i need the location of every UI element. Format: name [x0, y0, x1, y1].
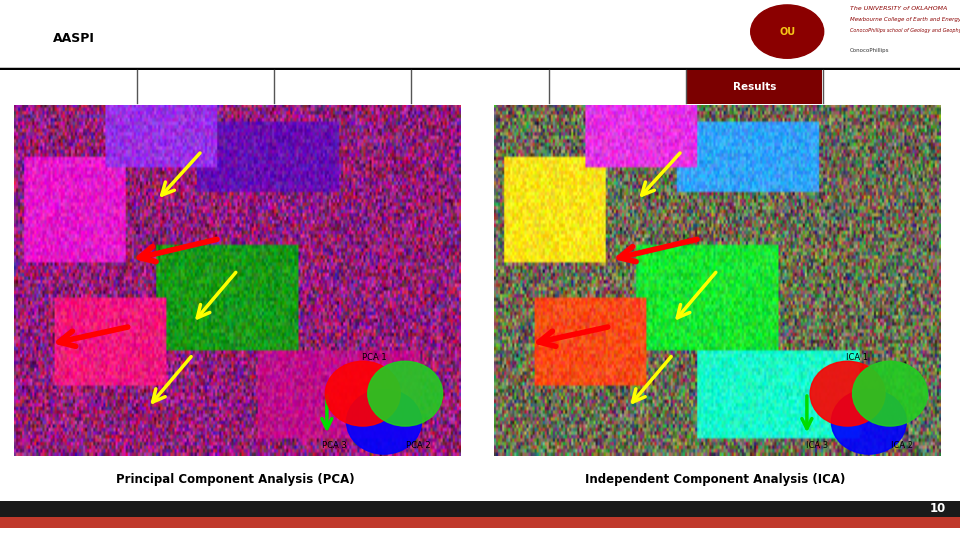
Text: PCA 3: PCA 3 [322, 441, 347, 450]
Text: PCA 1: PCA 1 [362, 353, 386, 362]
Text: ICA: ICA [197, 82, 214, 92]
Text: Mewbourne College of Earth and Energy: Mewbourne College of Earth and Energy [850, 17, 960, 22]
Text: ConocoPhillips: ConocoPhillips [850, 48, 889, 53]
Text: The UNIVERSITY of OKLAHOMA: The UNIVERSITY of OKLAHOMA [850, 6, 947, 11]
Text: ICA 2: ICA 2 [891, 441, 913, 450]
Text: Results: Results [732, 82, 776, 92]
Text: AASPI: AASPI [53, 32, 95, 45]
Text: ICA 1: ICA 1 [847, 353, 869, 362]
Circle shape [810, 361, 885, 426]
Text: Conclusions: Conclusions [860, 82, 923, 92]
Bar [0, 517, 960, 528]
Text: Independent Component Analysis (ICA): Independent Component Analysis (ICA) [585, 474, 846, 487]
Circle shape [368, 361, 443, 426]
Circle shape [852, 361, 927, 426]
FancyBboxPatch shape [686, 70, 822, 104]
Circle shape [751, 5, 824, 58]
Circle shape [325, 361, 400, 426]
Text: PCA 2: PCA 2 [406, 441, 431, 450]
Text: ICA vs. PCA: ICA vs. PCA [313, 82, 372, 92]
Text: Principal Component Analysis (PCA): Principal Component Analysis (PCA) [116, 474, 354, 487]
Text: 10: 10 [929, 502, 946, 515]
Text: ICA 3: ICA 3 [806, 441, 828, 450]
Text: 2136 ms: 2136 ms [19, 153, 70, 166]
Text: OU: OU [780, 26, 795, 37]
Text: ConocoPhillips school of Geology and Geophysics: ConocoPhillips school of Geology and Geo… [850, 28, 960, 33]
Text: Geology: Geology [595, 82, 638, 92]
Text: Workflow: Workflow [456, 82, 504, 92]
Bar [0, 501, 960, 517]
Text: Objective: Objective [44, 82, 93, 92]
Circle shape [831, 389, 906, 454]
Circle shape [347, 389, 421, 454]
Text: Zone 2: Zone 2 [19, 117, 78, 132]
Text: 2136 ms: 2136 ms [499, 153, 550, 166]
